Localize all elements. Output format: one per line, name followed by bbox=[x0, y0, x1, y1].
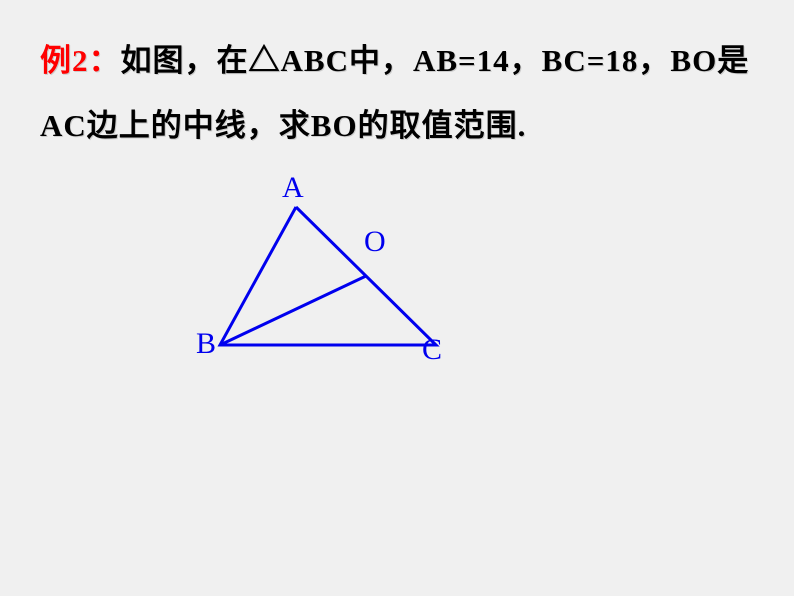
triangle-svg bbox=[160, 185, 500, 405]
example-label: 例2： bbox=[40, 43, 121, 78]
median-bo bbox=[220, 276, 366, 345]
problem-line2: AC边上的中线，求BO的取值范围. bbox=[40, 108, 526, 143]
triangle-outline bbox=[220, 207, 436, 345]
vertex-o-label: O bbox=[364, 225, 386, 259]
problem-text: 例2：如图，在△ABC中，AB=14，BC=18，BO是 AC边上的中线，求BO的… bbox=[40, 28, 754, 158]
vertex-a-label: A bbox=[282, 171, 304, 205]
problem-content: 例2：如图，在△ABC中，AB=14，BC=18，BO是 AC边上的中线，求BO的… bbox=[0, 0, 794, 186]
vertex-b-label: B bbox=[196, 327, 216, 361]
triangle-diagram: A B C O bbox=[160, 185, 500, 405]
vertex-c-label: C bbox=[422, 333, 442, 367]
problem-line1: 如图，在△ABC中，AB=14，BC=18，BO是 bbox=[121, 43, 750, 78]
